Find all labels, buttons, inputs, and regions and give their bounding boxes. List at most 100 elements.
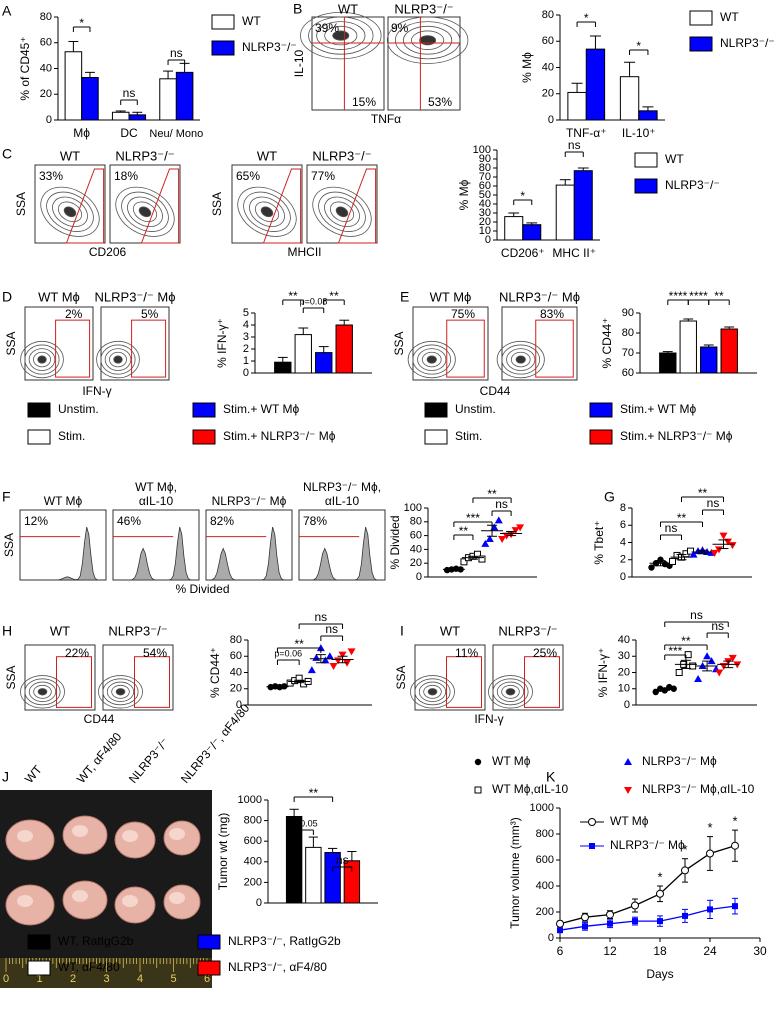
marker (689, 662, 697, 670)
y-tick-label: 60 (410, 530, 422, 542)
flow-title: NLRP3⁻/⁻ (394, 1, 453, 16)
legend-label: WT (242, 14, 261, 28)
legend-label: NLRP3⁻/⁻, RatIgG2b (228, 934, 341, 948)
ruler-number: 5 (170, 973, 176, 985)
legend-swatch (27, 960, 51, 976)
marker (710, 549, 719, 557)
y-axis-label: Tumor wt (mg) (216, 813, 230, 891)
flow-title: NLRP3⁻/⁻ Mϕ (212, 494, 287, 508)
x-tick-label: 30 (753, 944, 767, 958)
y-tick-label: 0 (256, 897, 262, 909)
contour (300, 11, 382, 60)
gate-percent: 33% (39, 169, 63, 183)
flow-x-label: MHCII (288, 245, 322, 259)
contour (308, 16, 374, 55)
y-tick-label: 20 (479, 216, 491, 228)
x-tick-label: 6 (557, 944, 564, 958)
bar (159, 78, 177, 121)
legend-label: NLRP3⁻/⁻ Mϕ (642, 754, 717, 768)
legend-label: Unstim. (455, 402, 496, 416)
contour (28, 681, 57, 702)
panel-letter: F (2, 489, 11, 505)
marker (557, 927, 563, 934)
significance: ** (681, 634, 691, 648)
marker (631, 901, 639, 910)
gate-percent: 83% (540, 307, 564, 321)
flow-plot-frame (412, 306, 489, 381)
marker (681, 866, 689, 875)
y-tick-label: 800 (536, 828, 554, 840)
x-tick-label: CD206⁺ (501, 246, 545, 260)
flow-x-label: CD44 (84, 712, 115, 726)
legend-swatch (211, 14, 235, 30)
panel-letter: D (2, 289, 12, 305)
bar (343, 860, 361, 904)
flow-title: NLRP3⁻/⁻ Mϕ (95, 289, 176, 304)
y-tick-label: 0 (46, 114, 52, 126)
flow-y-label: SSA (392, 331, 406, 355)
flow-plot-frame (311, 16, 385, 111)
flow-title: αIL-10 (139, 494, 174, 508)
contour (427, 688, 438, 696)
flow-title: NLRP3⁻/⁻ Mϕ (499, 289, 580, 304)
panel-letter: A (2, 3, 12, 19)
flow-x-label: TNFα (371, 112, 401, 126)
significance: ** (288, 289, 298, 303)
marker (689, 550, 698, 558)
marker (307, 666, 316, 674)
marker (682, 912, 688, 919)
significance: * (520, 189, 525, 203)
significance: ** (698, 486, 708, 500)
bar (659, 352, 677, 374)
flow-x-label: CD206 (89, 245, 127, 259)
significance: *** (466, 511, 480, 525)
histogram (206, 526, 292, 581)
flow-title: αIL-10 (325, 494, 360, 508)
gate (446, 656, 482, 708)
significance: ns (336, 853, 349, 867)
marker (624, 787, 632, 794)
significance: * (636, 39, 641, 53)
contour (37, 355, 47, 364)
marker (624, 758, 632, 765)
y-tick-label: 20 (542, 88, 554, 100)
bar (522, 224, 542, 241)
flow-y-label: SSA (210, 192, 224, 216)
marker (715, 669, 724, 677)
flow-plot-frame (24, 306, 94, 381)
legend-label: Stim. (58, 429, 85, 443)
panel-letter: C (2, 146, 12, 162)
gate-percent: 65% (236, 169, 260, 183)
legend-label: WT (665, 152, 684, 166)
flow-title: NLRP3⁻/⁻ (115, 148, 174, 163)
flow-title: WT (60, 148, 80, 163)
ruler-number: 4 (137, 973, 143, 985)
flow-y-label: SSA (394, 665, 408, 689)
y-tick-label: 0 (243, 367, 249, 379)
photo-label: NLRP3⁻/⁻, αF4/80 (178, 701, 253, 786)
flow-plot-frame (24, 644, 96, 711)
marker (675, 669, 683, 676)
legend-swatch (589, 429, 613, 445)
y-tick-label: 4 (243, 319, 249, 331)
bar (128, 114, 147, 121)
gate-percent: 25% (533, 646, 557, 660)
y-tick-label: 6 (620, 519, 626, 531)
contour (111, 684, 130, 699)
significance: ** (309, 786, 319, 800)
legend-label: NLRP3⁻/⁻ (242, 40, 297, 54)
ruler-number: 0 (3, 973, 9, 985)
flow-title: WT (257, 148, 277, 163)
significance: ** (329, 289, 339, 303)
y-axis-label: % Tbet⁺ (592, 520, 606, 564)
tumor-highlight (72, 890, 88, 902)
contour (505, 688, 516, 696)
y-tick-label: 60 (230, 650, 242, 662)
gate-percent: 53% (428, 95, 452, 109)
y-tick-label: 60 (40, 37, 52, 49)
y-tick-label: 20 (230, 683, 242, 695)
y-tick-label: 5 (243, 307, 249, 319)
gate-percent: 46% (117, 514, 141, 528)
marker (511, 527, 520, 535)
y-tick-label: 30 (479, 207, 491, 219)
